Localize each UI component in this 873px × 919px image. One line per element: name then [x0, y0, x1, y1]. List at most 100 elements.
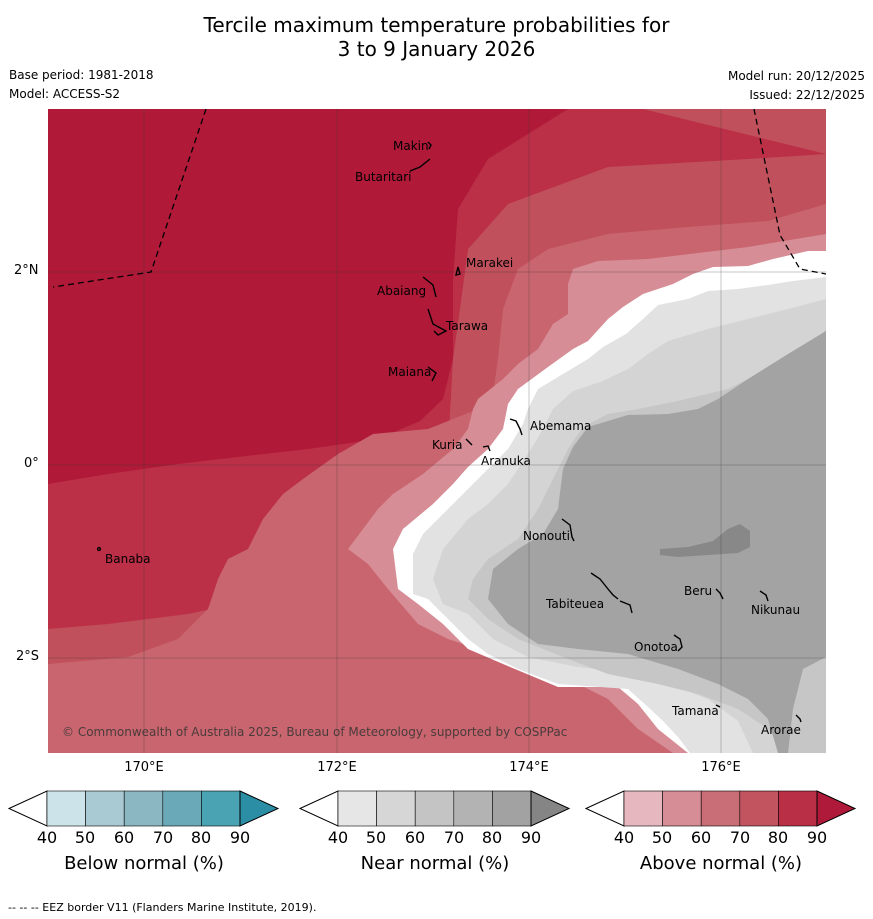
near-tick-80: 80	[481, 828, 503, 847]
place-label-maiana: Maiana	[388, 365, 431, 379]
below-colorbar-max-triangle	[239, 790, 280, 827]
place-label-marakei: Marakei	[466, 256, 513, 270]
below-tick-90: 90	[229, 828, 251, 847]
colorbar-legend: 40 50 60 70 80 90 40 50 60 70 80 90 40 5…	[0, 786, 873, 896]
lat-label-0: 0°	[24, 456, 39, 471]
near-tick-70: 70	[443, 828, 465, 847]
model-run-date: Model run: 20/12/2025	[727, 69, 865, 83]
above-colorbar-segment-70	[739, 790, 779, 827]
copyright-notice: © Commonwealth of Australia 2025, Bureau…	[62, 725, 567, 739]
map-gridlines	[48, 109, 826, 753]
above-tick-50: 50	[651, 828, 673, 847]
place-label-aranuka: Aranuka	[481, 454, 531, 468]
above-colorbar-segment-50	[662, 790, 702, 827]
lon-label-174e: 174°E	[509, 760, 549, 775]
near-colorbar-segment-40	[337, 790, 377, 827]
island-tamana-shape	[715, 704, 721, 708]
eez-border-east	[753, 109, 826, 275]
island-coastlines	[96, 141, 802, 723]
place-label-butaritari: Butaritari	[355, 170, 412, 184]
region-near-70	[488, 331, 826, 753]
island-nikunau-shape	[759, 590, 769, 602]
place-label-abemama: Abemama	[530, 419, 591, 433]
near-normal-label: Near normal (%)	[360, 853, 510, 874]
below-normal-label: Below normal (%)	[64, 853, 224, 874]
place-label-tabiteuea: Tabiteuea	[545, 597, 604, 611]
near-tick-90: 90	[520, 828, 542, 847]
place-label-tarawa: Tarawa	[445, 319, 488, 333]
island-abemama-shape	[509, 418, 523, 436]
below-tick-50: 50	[74, 828, 96, 847]
island-arorae-shape	[795, 714, 802, 723]
eez-border-west	[52, 109, 207, 288]
above-colorbar-min-triangle	[584, 790, 625, 827]
below-colorbar-segment-80	[201, 790, 241, 827]
chart-title-line2: 3 to 9 January 2026	[337, 37, 536, 61]
near-colorbar-segment-70	[453, 790, 493, 827]
above-tick-80: 80	[767, 828, 789, 847]
below-tick-40: 40	[36, 828, 58, 847]
model-name: Model: ACCESS-S2	[9, 87, 121, 101]
island-tabiteuea-north-shape	[590, 572, 619, 600]
near-tick-60: 60	[404, 828, 426, 847]
chart-title-line1: Tercile maximum temperature probabilitie…	[203, 13, 670, 37]
above-normal-label: Above normal (%)	[639, 853, 803, 874]
lon-label-170e: 170°E	[124, 760, 164, 775]
below-colorbar-segment-50	[85, 790, 125, 827]
base-period: Base period: 1981-2018	[9, 68, 154, 82]
below-tick-70: 70	[152, 828, 174, 847]
island-aranuka-shape	[482, 445, 491, 452]
below-colorbar-segment-70	[162, 790, 202, 827]
eez-borders	[52, 109, 826, 288]
above-tick-70: 70	[729, 828, 751, 847]
place-label-kuria: Kuria	[432, 438, 463, 452]
island-marakei-shape	[455, 266, 461, 276]
place-labels: Makin Butaritari Marakei Abaiang Tarawa …	[105, 139, 801, 737]
lon-label-172e: 172°E	[317, 760, 357, 775]
region-near-80	[660, 524, 750, 557]
place-label-beru: Beru	[684, 584, 712, 598]
near-colorbar-min-triangle	[298, 790, 339, 827]
place-label-arorae: Arorae	[761, 723, 801, 737]
lat-label-2s: 2°S	[16, 649, 40, 664]
near-colorbar-max-triangle	[530, 790, 571, 827]
below-tick-60: 60	[113, 828, 135, 847]
colorbar-svg	[7, 790, 857, 827]
near-tick-50: 50	[365, 828, 387, 847]
near-tick-40: 40	[327, 828, 349, 847]
above-tick-90: 90	[806, 828, 828, 847]
near-colorbar-segment-80	[492, 790, 532, 827]
below-tick-80: 80	[190, 828, 212, 847]
forecast-map: Makin Butaritari Marakei Abaiang Tarawa …	[48, 109, 826, 753]
island-onotoa-shape	[673, 634, 683, 652]
above-colorbar-segment-40	[623, 790, 663, 827]
above-tick-40: 40	[613, 828, 635, 847]
eez-legend-note: -- -- -- EEZ border V11 (Flanders Marine…	[8, 901, 317, 914]
island-butaritari-shape	[409, 158, 431, 172]
near-colorbar-segment-60	[414, 790, 455, 827]
above-tick-60: 60	[690, 828, 712, 847]
island-beru-shape	[715, 588, 724, 600]
island-abaiang-shape	[422, 276, 437, 298]
lon-label-176e: 176°E	[701, 760, 741, 775]
place-label-banaba: Banaba	[105, 552, 151, 566]
lat-label-2n: 2°N	[14, 263, 39, 278]
place-label-nikunau: Nikunau	[751, 603, 800, 617]
place-label-makin: Makin	[393, 139, 429, 153]
place-label-tamana: Tamana	[671, 704, 719, 718]
island-makin-shape	[427, 141, 432, 150]
island-nonouti-shape	[561, 518, 575, 542]
above-colorbar-max-triangle	[816, 790, 857, 827]
map-svg: Makin Butaritari Marakei Abaiang Tarawa …	[48, 109, 826, 753]
below-colorbar-min-triangle	[7, 790, 48, 827]
place-label-abaiang: Abaiang	[377, 284, 426, 298]
above-colorbar-segment-80	[778, 790, 818, 827]
below-colorbar-segment-40	[46, 790, 86, 827]
island-banaba-shape	[96, 546, 102, 552]
place-label-nonouti: Nonouti	[523, 529, 570, 543]
below-colorbar-segment-60	[123, 790, 164, 827]
issued-date: Issued: 22/12/2025	[749, 88, 865, 102]
near-colorbar-segment-50	[376, 790, 416, 827]
island-kuria-shape	[465, 438, 473, 446]
above-colorbar-segment-60	[700, 790, 741, 827]
